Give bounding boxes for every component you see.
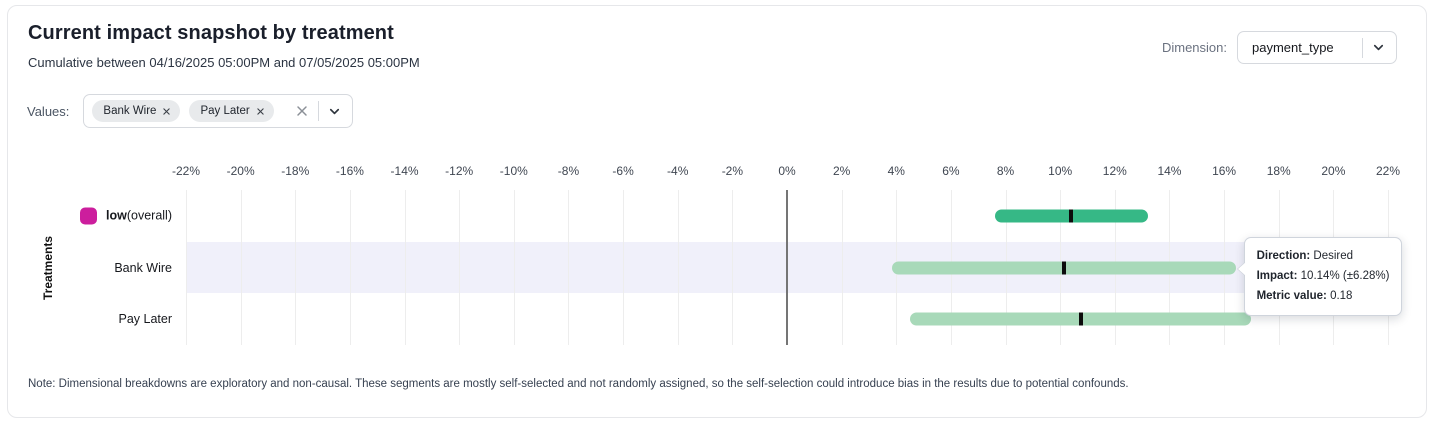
select-divider — [1362, 37, 1363, 58]
impact-range-bar[interactable] — [994, 209, 1148, 223]
tooltip-line: Metric value: 0.18 — [1256, 289, 1353, 302]
x-axis-ticks: -22% -20% -18% -16% -14% -12% -10% -8% -6% -4% -2%… — [172, 164, 1400, 180]
x-tick-label: 12% — [1102, 164, 1127, 178]
gridline — [677, 190, 679, 345]
row-labels: low (overall) Bank Wire Pay Later — [38, 190, 172, 345]
tooltip: Direction: Desired Impact: 10.14% (±6.28%… — [1236, 236, 1403, 316]
x-tick-label: -14% — [390, 164, 419, 178]
x-tick-label: 6% — [942, 164, 960, 178]
chip-remove-icon[interactable] — [256, 107, 265, 116]
x-tick-label: -22% — [171, 164, 201, 178]
page-title: Current impact snapshot by treatment — [28, 22, 394, 44]
gridline — [732, 190, 734, 345]
selected-value-chips: Bank Wire Pay Later — [92, 100, 294, 122]
chip-remove-icon[interactable] — [162, 107, 171, 116]
x-tick-label: 16% — [1212, 164, 1237, 178]
gridline — [295, 190, 297, 345]
x-tick-label: -4% — [667, 164, 689, 178]
date-range-subtitle: Cumulative between 04/16/2025 05:00PM an… — [28, 55, 420, 70]
gridline — [404, 190, 406, 345]
x-tick-label: 20% — [1321, 164, 1346, 178]
x-tick-label: -6% — [612, 164, 634, 178]
x-tick-label: -18% — [281, 164, 310, 178]
gridline — [841, 190, 843, 345]
treatment-row-label: Pay Later — [118, 312, 172, 327]
legend-swatch — [80, 207, 97, 225]
gridline — [349, 190, 351, 345]
x-tick-label: 2% — [832, 164, 851, 178]
dimension-control: Dimension: payment_type — [1162, 31, 1397, 64]
x-tick-label: 4% — [887, 164, 905, 178]
chevron-down-icon[interactable] — [1371, 40, 1386, 55]
values-multiselect[interactable]: Bank Wire Pay Later — [83, 94, 354, 128]
gridline — [186, 190, 187, 345]
x-tick-label: -12% — [445, 164, 474, 178]
gridline — [623, 190, 625, 345]
x-tick-label: 18% — [1266, 164, 1291, 178]
tooltip-line: Impact: 10.14% (±6.28%) — [1256, 269, 1390, 282]
gridline — [513, 190, 515, 345]
x-tick-label: 10% — [1048, 164, 1073, 178]
impact-point-marker — [1061, 261, 1066, 274]
gridline — [459, 190, 461, 345]
filter-chip-label: Pay Later — [200, 105, 250, 117]
tooltip-line: Direction: Desired — [1256, 249, 1354, 262]
impact-range-bar[interactable] — [909, 312, 1252, 326]
dimension-selected-value: payment_type — [1252, 40, 1334, 55]
impact-snapshot-card: Current impact snapshot by treatment Cum… — [7, 5, 1427, 418]
x-tick-label: 14% — [1157, 164, 1182, 178]
clear-all-icon[interactable] — [294, 103, 310, 119]
filter-chip-label: Bank Wire — [103, 105, 157, 117]
treatment-row-label: low (overall) — [80, 207, 172, 225]
values-label: Values: — [27, 103, 70, 119]
impact-range-bar[interactable] — [892, 261, 1236, 274]
x-tick-label: 0% — [778, 164, 796, 178]
dimension-label: Dimension: — [1161, 40, 1227, 55]
plot-area: Direction: Desired Impact: 10.14% (±6.28%… — [186, 190, 1403, 345]
x-tick-label: -16% — [335, 164, 364, 178]
zero-line — [786, 190, 788, 345]
x-tick-label: 22% — [1375, 164, 1401, 178]
gridline — [240, 190, 242, 345]
footnote: Note: Dimensional breakdowns are explora… — [28, 378, 1129, 390]
impact-point-marker — [1078, 312, 1083, 326]
chevron-down-icon[interactable] — [327, 104, 342, 119]
x-tick-label: -2% — [721, 164, 744, 178]
x-tick-label: -20% — [226, 164, 255, 178]
select-divider — [318, 101, 320, 121]
filter-chip[interactable]: Pay Later — [189, 100, 274, 122]
filter-chip[interactable]: Bank Wire — [92, 100, 181, 122]
x-tick-label: 8% — [996, 164, 1015, 178]
x-tick-label: -8% — [557, 164, 580, 178]
dimension-select[interactable]: payment_type — [1237, 31, 1397, 64]
x-tick-label: -10% — [499, 164, 528, 178]
treatment-row-label: Bank Wire — [114, 260, 172, 275]
values-filter: Values: Bank Wire Pay Later — [27, 94, 354, 128]
impact-point-marker — [1069, 209, 1074, 223]
gridline — [568, 190, 570, 345]
